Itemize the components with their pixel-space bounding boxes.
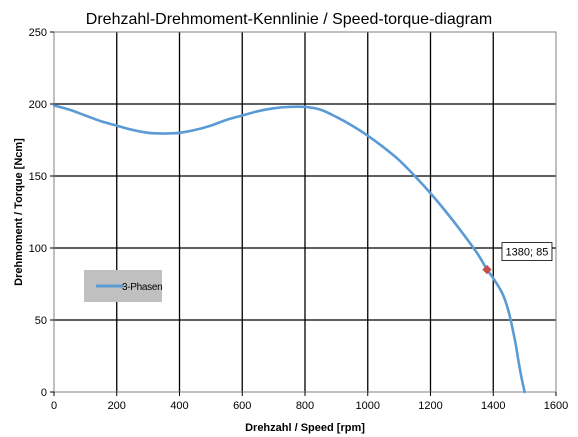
legend: 3-Phasen (84, 270, 163, 302)
data-label-box (501, 242, 553, 262)
x-tick-label: 800 (296, 400, 314, 412)
y-tick-label: 50 (35, 315, 47, 327)
x-axis-ticks: 0 200 400 600 800 1000 1200 1400 1600 (51, 392, 568, 412)
x-tick-label: 600 (233, 400, 251, 412)
legend-label: 3-Phasen (122, 282, 162, 293)
x-tick-label: 1000 (356, 400, 380, 412)
x-tick-label: 400 (170, 400, 188, 412)
y-axis-ticks: 0 50 100 150 200 250 (29, 27, 54, 399)
x-tick-label: 1600 (544, 400, 568, 412)
x-tick-label: 200 (108, 400, 126, 412)
x-axis-title: Drehzahl / Speed [rpm] (245, 422, 365, 434)
data-label: 1380; 85 (506, 247, 549, 259)
series-line-3-phasen (52, 104, 526, 394)
y-tick-label: 150 (29, 171, 47, 183)
x-tick-label: 0 (51, 400, 57, 412)
chart-title: Drehzahl-Drehmoment-Kennlinie / Speed-to… (86, 11, 492, 28)
x-tick-label: 1400 (481, 400, 505, 412)
y-tick-label: 200 (29, 99, 47, 111)
y-tick-label: 100 (29, 243, 47, 255)
y-tick-label: 0 (41, 387, 47, 399)
y-axis-title: Drehmoment / Torque [Ncm] (13, 138, 25, 286)
x-tick-label: 1200 (418, 400, 442, 412)
series-group (52, 104, 526, 394)
y-tick-label: 250 (29, 27, 47, 39)
data-point-marker (482, 264, 492, 275)
annotation-group: 1380; 85 (482, 242, 553, 275)
